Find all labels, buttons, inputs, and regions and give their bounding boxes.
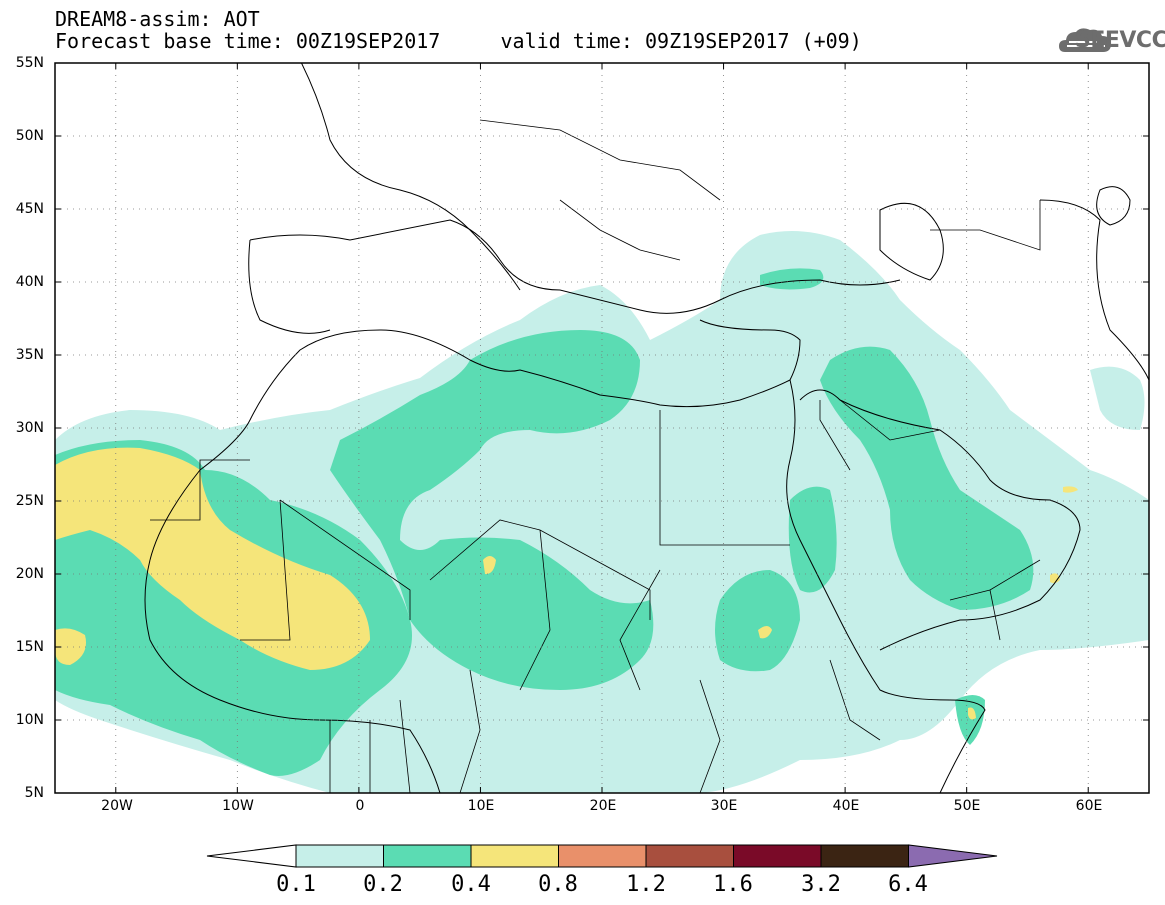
lon-label: 10E [467,798,495,814]
aot-band-light-north [1090,366,1145,430]
colorbar-label: 3.2 [801,872,841,897]
cloud-icon [1059,28,1111,52]
forecast-time-line: Forecast base time: 00Z19SEP2017 valid t… [55,29,862,53]
lat-label: 40N [15,274,44,290]
colorbar-bin [470,844,559,868]
lat-label: 45N [15,201,44,217]
lon-label: 20E [589,798,617,814]
axis-ticks [55,62,1149,794]
colorbar-label: 6.4 [888,872,928,897]
lon-label: 30E [710,798,738,814]
aot-band-medium-sudan [715,570,800,672]
aot-band-medium-turkey [760,268,824,290]
colorbar-bin [295,844,384,868]
colorbar-bin [733,844,822,868]
colorbar-label: 0.8 [538,872,578,897]
lon-label: 60E [1075,798,1103,814]
aot-band-medium-east [788,486,837,593]
aot-band-medium-sahara [330,330,654,690]
lat-label: 50N [15,128,44,144]
aot-band-high-westsahara [55,447,370,670]
aot-shading [55,63,1149,793]
colorbar-min-arrow [206,844,297,868]
lat-label: 35N [15,347,44,363]
aot-band-high-sudan [758,626,772,639]
colorbar-label: 0.1 [276,872,316,897]
colorbar-label: 1.6 [713,872,753,897]
colorbar-bin [558,844,647,868]
colorbar-bin [383,844,472,868]
lon-label: 0 [355,798,365,814]
lon-label: 10W [222,798,254,814]
colorbar-max-arrow [908,844,998,868]
aot-band-medium-horn [955,695,985,745]
aot-band-high-oman [1050,573,1060,584]
lat-label: 5N [24,785,44,801]
colorbar-bin [820,844,909,868]
colorbar-label: 1.2 [626,872,666,897]
aot-band-high-gulf [1063,486,1078,493]
lon-label: 50E [953,798,981,814]
aot-band-medium-arabia [820,346,1034,610]
lat-label: 55N [15,55,44,71]
colorbar-label: 0.4 [451,872,491,897]
borders [150,119,1041,793]
lon-label: 40E [832,798,860,814]
aot-band-high-chad [483,556,496,575]
colorbar [206,844,998,868]
lat-label: 15N [15,639,44,655]
colorbar-label: 0.2 [363,872,403,897]
lat-label: 25N [15,493,44,509]
lat-label: 30N [15,420,44,436]
coastlines [144,63,1149,793]
aot-band-high-coast [55,628,86,665]
lat-label: 10N [15,712,44,728]
colorbar-bin [645,844,734,868]
logo-text: SEEVCCC [1075,28,1165,53]
aot-band-high-somalia [968,707,976,720]
lon-label: 20W [101,798,133,814]
map-title: DREAM8-assim: AOT [55,7,260,31]
gridlines [55,63,1149,793]
lat-label: 20N [15,566,44,582]
